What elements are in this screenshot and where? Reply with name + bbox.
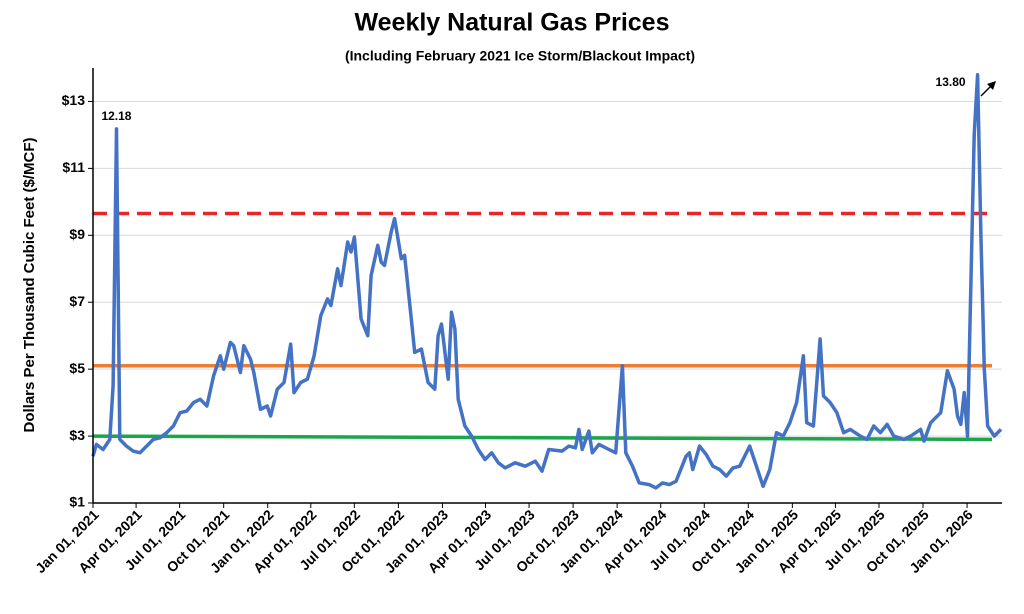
annotation: 13.80 (936, 75, 966, 89)
y-tick-label: $11 (62, 159, 85, 175)
chart-subtitle: (Including February 2021 Ice Storm/Black… (345, 48, 695, 64)
y-tick-label: $1 (69, 494, 85, 510)
chart-title: Weekly Natural Gas Prices (355, 9, 670, 37)
y-tick-label: $13 (62, 92, 86, 108)
y-tick-label: $5 (69, 360, 85, 376)
annotation: 12.18 (101, 109, 131, 123)
annotation-arrowhead (987, 81, 996, 90)
y-tick-label: $7 (69, 293, 85, 309)
price-line (91, 72, 1003, 490)
grid (93, 100, 1002, 504)
y-axis-title: Dollars Per Thousand Cubic Feet ($/MCF) (21, 137, 38, 432)
y-tick-label: $9 (69, 226, 85, 242)
plot (91, 72, 1003, 490)
y-tick-label: $3 (69, 427, 85, 443)
reference-line (92, 434, 993, 442)
